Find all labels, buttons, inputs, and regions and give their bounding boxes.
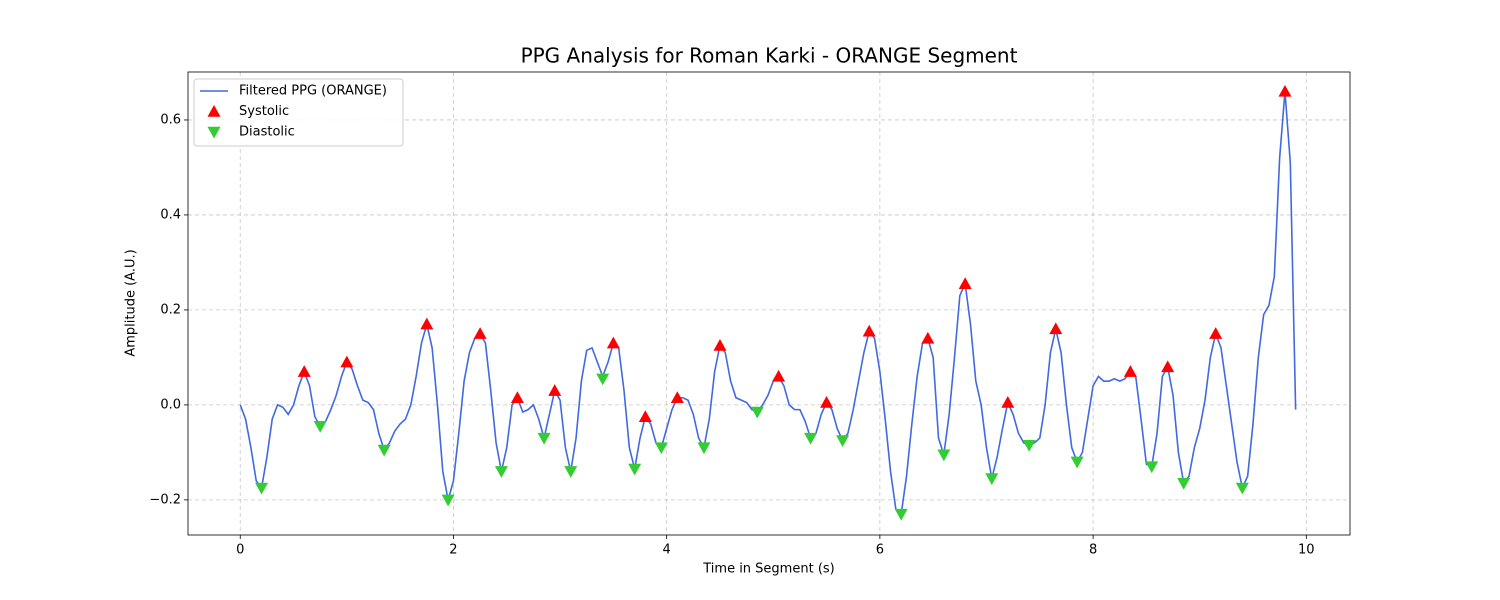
triangle-up-marker xyxy=(1161,360,1175,373)
triangle-up-marker xyxy=(670,391,684,403)
triangle-down-marker xyxy=(985,473,999,485)
triangle-down-marker xyxy=(628,463,642,476)
legend-label: Systolic xyxy=(239,104,289,119)
ppg-line xyxy=(239,91,1297,516)
legend-swatch xyxy=(207,126,221,139)
triangle-down-marker xyxy=(894,508,908,521)
y-tick-label: 0.4 xyxy=(160,207,181,222)
y-axis-label: Amplitude (A.U.) xyxy=(124,249,139,356)
chart-title: PPG Analysis for Roman Karki - ORANGE Se… xyxy=(521,44,1018,68)
triangle-down-marker xyxy=(377,444,391,457)
triangle-down-marker xyxy=(1235,482,1249,495)
x-tick-label: 6 xyxy=(876,543,884,558)
legend-box xyxy=(193,78,404,147)
triangle-up-marker xyxy=(713,339,727,351)
legend-swatch xyxy=(207,105,221,117)
triangle-down-marker xyxy=(804,432,818,445)
triangle-down-marker xyxy=(537,432,551,445)
triangle-up-marker xyxy=(548,384,562,396)
triangle-up-marker xyxy=(340,355,354,368)
triangle-down-marker xyxy=(1145,461,1159,474)
x-tick-label: 10 xyxy=(1298,543,1315,558)
triangle-up-marker xyxy=(1209,327,1223,339)
triangle-up-marker xyxy=(921,331,935,344)
triangle-down-marker xyxy=(1022,440,1036,452)
triangle-down-marker xyxy=(1177,478,1191,490)
x-tick-label: 2 xyxy=(449,543,457,558)
triangle-down-marker xyxy=(654,442,668,455)
triangle-down-marker xyxy=(494,466,508,478)
triangle-down-marker xyxy=(313,421,327,433)
legend-label: Filtered PPG (ORANGE) xyxy=(239,84,387,99)
triangle-down-marker xyxy=(836,435,850,448)
triangle-up-marker xyxy=(606,336,620,349)
triangle-up-marker xyxy=(473,327,487,339)
triangle-up-marker xyxy=(862,324,876,337)
y-tick-label: 0.0 xyxy=(160,397,181,412)
triangle-down-marker xyxy=(697,442,711,455)
triangle-down-marker xyxy=(564,466,578,478)
triangle-up-marker xyxy=(510,391,524,403)
triangle-down-marker xyxy=(255,482,269,495)
triangle-up-marker xyxy=(638,410,652,422)
triangle-down-marker xyxy=(596,373,610,386)
y-tick-label: 0.6 xyxy=(160,112,181,127)
triangle-down-marker xyxy=(1070,456,1084,469)
triangle-up-marker xyxy=(1001,396,1015,408)
triangle-up-marker xyxy=(820,396,834,408)
triangle-up-marker xyxy=(420,317,434,330)
triangle-up-marker xyxy=(1049,322,1063,335)
triangle-up-marker xyxy=(1278,84,1292,97)
triangle-down-marker xyxy=(937,449,951,462)
triangle-down-marker xyxy=(441,494,455,507)
triangle-up-marker xyxy=(772,369,786,382)
legend-label: Diastolic xyxy=(239,125,295,140)
triangle-up-marker xyxy=(297,365,311,377)
triangle-down-marker xyxy=(750,406,764,419)
plot-frame xyxy=(187,71,1351,536)
x-tick-label: 4 xyxy=(663,543,671,558)
triangle-up-marker xyxy=(958,277,972,289)
y-tick-label: 0.2 xyxy=(160,302,181,317)
triangle-up-marker xyxy=(1123,365,1137,377)
x-tick-label: 8 xyxy=(1089,543,1097,558)
x-axis-label: Time in Segment (s) xyxy=(702,562,834,577)
y-tick-label: −0.2 xyxy=(149,492,181,507)
x-tick-label: 0 xyxy=(236,543,244,558)
